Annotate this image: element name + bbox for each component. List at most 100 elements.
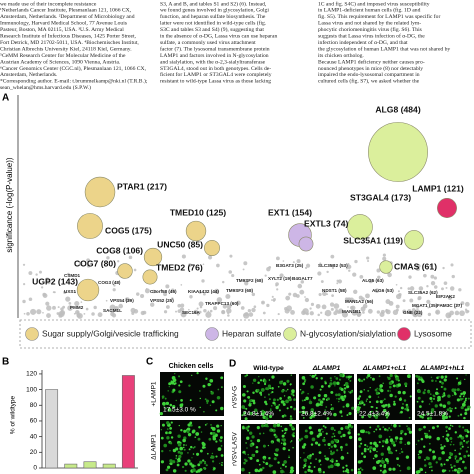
cell	[407, 427, 411, 431]
background-dot	[35, 273, 38, 276]
cell	[445, 459, 448, 462]
cell	[290, 466, 294, 470]
cell	[460, 392, 463, 396]
body-text-line: *Corresponding author. E-mail: t.brummel…	[0, 78, 148, 85]
cell	[309, 462, 312, 465]
cell	[375, 400, 379, 404]
cell	[345, 443, 348, 447]
bar	[102, 463, 116, 469]
body-text-line: we made use of their incomplete resistan…	[0, 0, 97, 7]
cell	[290, 425, 294, 430]
cell	[316, 434, 320, 438]
legend-label: Lysosome	[414, 329, 452, 339]
cell	[437, 376, 440, 378]
cell	[172, 405, 176, 409]
cell	[216, 429, 221, 433]
body-text-line: infection independent of α-DG, and that	[318, 39, 408, 46]
cell	[365, 431, 368, 434]
cell	[249, 399, 252, 403]
cell	[383, 469, 387, 473]
body-text-line: function, and heparan sulfate biosynthes…	[160, 13, 266, 20]
cell	[441, 469, 446, 473]
cell	[447, 401, 451, 405]
cell	[298, 438, 302, 442]
minor-gene-label: C3orf58 (45)	[150, 289, 177, 294]
cell	[345, 469, 348, 473]
cell	[247, 453, 249, 456]
background-dot	[207, 310, 210, 313]
background-dot	[180, 303, 185, 308]
cell	[417, 453, 420, 456]
cell	[161, 449, 164, 453]
cell	[166, 421, 170, 425]
cell	[278, 404, 281, 406]
cell	[299, 457, 302, 459]
cell	[179, 403, 184, 408]
cell	[421, 416, 424, 419]
background-dot	[324, 309, 332, 317]
cell	[364, 443, 367, 447]
cell	[199, 449, 203, 453]
cell	[408, 430, 413, 434]
cell	[464, 378, 466, 380]
cell	[203, 462, 207, 465]
background-dot	[26, 311, 30, 316]
background-dot	[367, 308, 373, 314]
minor-gene-label: PMM2	[70, 305, 84, 310]
cell	[342, 470, 345, 473]
cell	[300, 437, 304, 440]
cell	[330, 450, 332, 452]
background-dot	[86, 264, 91, 268]
y-tick-label: 0	[33, 465, 37, 472]
cell	[215, 440, 218, 443]
cell	[192, 453, 195, 455]
cell	[310, 385, 314, 389]
background-dot	[379, 311, 385, 318]
cell	[378, 375, 381, 378]
cell	[424, 458, 426, 461]
cell	[324, 409, 327, 412]
cell	[324, 382, 327, 385]
cell	[421, 400, 424, 403]
cell	[324, 457, 328, 460]
bar	[64, 463, 78, 469]
cell	[285, 399, 289, 404]
cell	[400, 429, 404, 434]
cell	[170, 421, 173, 424]
background-dot	[430, 274, 435, 279]
background-dot	[58, 310, 65, 318]
cell	[211, 460, 215, 463]
background-dot	[376, 268, 381, 273]
cell	[282, 463, 285, 467]
background-dot	[231, 273, 235, 278]
y-tick-label: 20	[30, 449, 38, 456]
cell	[188, 448, 191, 451]
body-text-line: Research Institute of Infectious Disease…	[0, 33, 137, 40]
cell	[465, 450, 469, 453]
cell	[304, 470, 307, 474]
cell	[263, 461, 265, 464]
cell	[388, 381, 393, 385]
cell	[259, 391, 263, 395]
cell	[399, 452, 401, 455]
cell	[247, 395, 251, 399]
cell	[281, 434, 285, 438]
background-dot	[454, 307, 457, 309]
hit-bubble	[84, 176, 116, 208]
cell	[454, 458, 457, 460]
cell	[293, 398, 296, 401]
background-dot	[226, 304, 232, 309]
cell	[386, 376, 389, 378]
cell	[361, 401, 364, 405]
background-dot	[333, 311, 338, 316]
cell	[292, 447, 294, 449]
cell	[422, 391, 426, 395]
cell	[262, 432, 265, 435]
cell	[418, 449, 423, 454]
cell	[333, 435, 336, 438]
cell	[310, 414, 315, 418]
cell	[348, 435, 353, 440]
cell	[383, 463, 387, 467]
cell	[313, 412, 316, 415]
cell	[381, 460, 385, 464]
